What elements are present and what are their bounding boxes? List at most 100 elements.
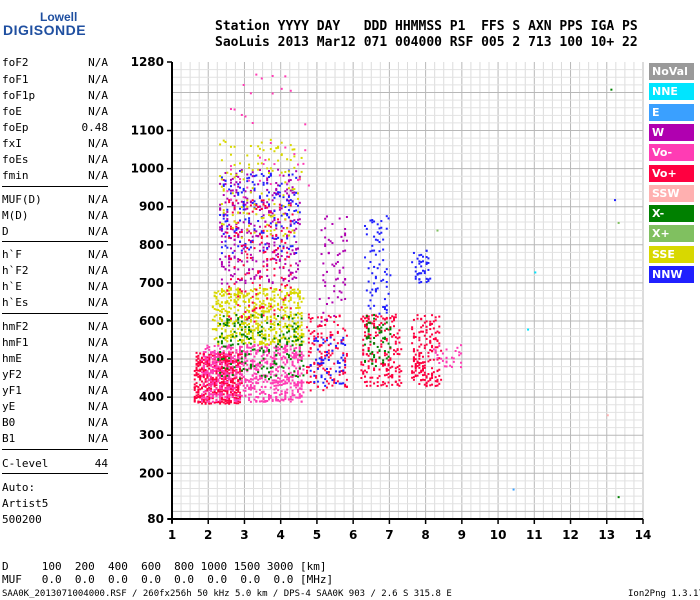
echo-point xyxy=(371,362,374,365)
echo-point xyxy=(219,143,222,146)
echo-point xyxy=(197,401,200,404)
echo-point xyxy=(219,387,222,390)
echo-point xyxy=(248,399,251,402)
echo-point xyxy=(380,362,383,365)
echo-point xyxy=(222,194,225,197)
echo-point xyxy=(226,319,229,322)
echo-point xyxy=(231,214,234,217)
echo-point xyxy=(239,365,242,368)
param-value: N/A xyxy=(88,137,108,150)
echo-point xyxy=(322,341,325,344)
echo-point xyxy=(296,375,299,378)
echo-point xyxy=(264,243,267,246)
echo-point xyxy=(291,188,294,191)
echo-point xyxy=(258,362,261,365)
echo-point xyxy=(296,204,299,207)
param-name: fmin xyxy=(2,169,29,182)
echo-point xyxy=(364,369,367,372)
echo-point xyxy=(271,257,274,260)
echo-point xyxy=(398,384,401,387)
echo-point xyxy=(411,370,414,373)
echo-point xyxy=(275,227,278,230)
echo-point xyxy=(286,284,289,287)
echo-point xyxy=(374,275,377,278)
echo-point xyxy=(327,297,330,300)
echo-point xyxy=(291,288,294,291)
echo-point xyxy=(229,344,232,347)
echo-point xyxy=(197,354,200,357)
echo-point xyxy=(380,330,383,333)
echo-point xyxy=(371,272,374,275)
echo-point xyxy=(219,323,222,326)
echo-point xyxy=(222,265,225,268)
echo-point xyxy=(298,393,301,396)
echo-point xyxy=(369,250,372,253)
echo-point xyxy=(325,380,328,383)
echo-point xyxy=(269,342,272,345)
echo-point xyxy=(224,244,227,247)
echo-point xyxy=(295,335,298,338)
echo-point xyxy=(373,313,376,316)
echo-point xyxy=(307,354,310,357)
echo-point xyxy=(287,204,290,207)
echo-point xyxy=(293,333,296,336)
echo-point xyxy=(287,194,290,197)
echo-point xyxy=(344,371,347,374)
echo-point xyxy=(387,359,390,362)
echo-point xyxy=(269,148,272,151)
echo-point xyxy=(262,351,265,354)
echo-point xyxy=(277,315,280,318)
echo-point xyxy=(222,322,225,325)
echo-point xyxy=(258,400,261,403)
echo-point xyxy=(268,210,271,213)
echo-point xyxy=(425,337,428,340)
echo-point xyxy=(211,391,214,394)
echo-point xyxy=(282,366,285,369)
param-name: hmF2 xyxy=(2,320,29,333)
echo-point xyxy=(614,199,617,202)
echo-point xyxy=(309,375,312,378)
echo-point xyxy=(215,303,218,306)
echo-point xyxy=(289,315,292,318)
echo-point xyxy=(231,227,234,230)
echo-point xyxy=(222,359,225,362)
echo-point xyxy=(231,211,234,214)
echo-point xyxy=(266,360,269,363)
param-value: N/A xyxy=(88,368,108,381)
echo-point xyxy=(327,314,330,317)
echo-point xyxy=(389,327,392,330)
echo-point xyxy=(275,337,278,340)
echo-point xyxy=(277,348,280,351)
echo-point xyxy=(239,315,242,318)
echo-point xyxy=(246,205,249,208)
echo-point xyxy=(268,371,271,374)
echo-point xyxy=(262,203,265,206)
echo-point xyxy=(271,282,274,285)
echo-point xyxy=(222,232,225,235)
echo-point xyxy=(266,235,269,238)
echo-point xyxy=(266,182,269,185)
echo-point xyxy=(293,347,296,350)
echo-point xyxy=(235,231,238,234)
echo-point xyxy=(246,177,249,180)
echo-point xyxy=(295,262,298,265)
echo-point xyxy=(452,357,455,360)
echo-point xyxy=(239,357,242,360)
echo-point xyxy=(233,387,236,390)
echo-point xyxy=(266,268,269,271)
echo-point xyxy=(273,309,276,312)
echo-point xyxy=(344,366,347,369)
echo-point xyxy=(228,269,231,272)
echo-point xyxy=(610,88,613,91)
echo-point xyxy=(296,396,299,399)
echo-point xyxy=(282,266,285,269)
echo-point xyxy=(210,387,213,390)
echo-point xyxy=(224,356,227,359)
echo-point xyxy=(248,326,251,329)
echo-point xyxy=(251,332,254,335)
echo-point xyxy=(284,303,287,306)
echo-point xyxy=(220,311,223,314)
echo-point xyxy=(226,388,229,391)
echo-point xyxy=(275,332,278,335)
echo-point xyxy=(282,398,285,401)
